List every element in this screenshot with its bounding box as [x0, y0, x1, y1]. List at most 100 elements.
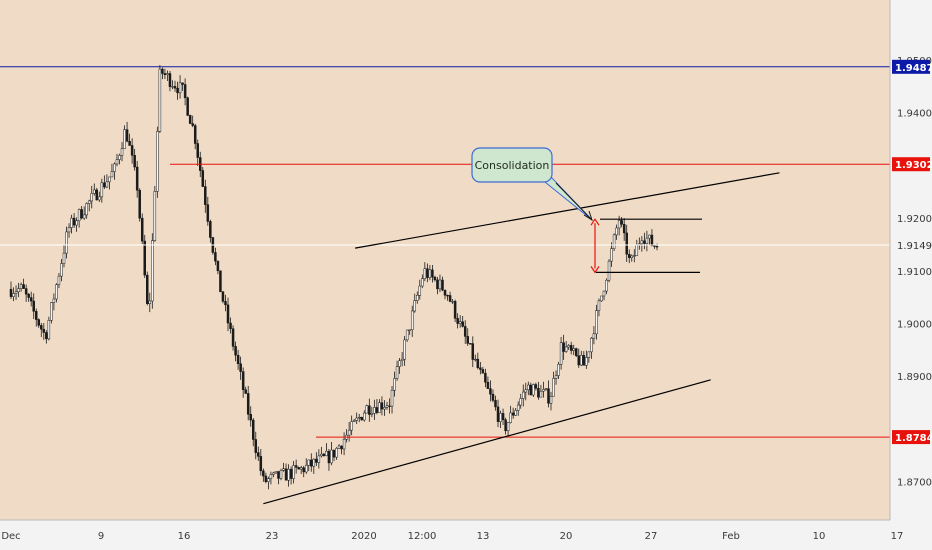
candle-up [317, 455, 321, 463]
candle-up [421, 278, 424, 287]
time-axis[interactable] [0, 520, 890, 550]
candle-up [178, 82, 182, 94]
candle-down [173, 86, 177, 89]
annotation: Consolidation [471, 147, 593, 222]
trend-line [263, 379, 711, 505]
candle-up [67, 227, 71, 233]
candle-down [138, 189, 141, 219]
candle-up [123, 129, 126, 149]
candle-up [567, 345, 570, 348]
candle-up [428, 269, 432, 278]
candle-down [193, 125, 197, 144]
candle-down [380, 402, 384, 410]
candle-down [29, 297, 33, 302]
x-tick-label: 9 [98, 531, 104, 542]
candle-up [554, 375, 558, 379]
candle-down [130, 145, 134, 156]
candle-down [9, 288, 13, 297]
candle-up [499, 413, 502, 422]
candle-up [274, 471, 278, 474]
callout-text: Consolidation [475, 159, 550, 172]
candle-up [519, 398, 522, 406]
candle-down [214, 252, 217, 262]
candle-up [70, 217, 73, 228]
candle-down [340, 445, 343, 450]
candle-up [47, 320, 51, 340]
candle-down [161, 68, 164, 74]
candle-down [627, 253, 631, 258]
candle-down [476, 358, 480, 369]
candle-down [181, 82, 184, 85]
candle-up [395, 366, 399, 379]
candle-up [171, 86, 174, 88]
candle-down [32, 300, 35, 312]
candle-down [183, 84, 187, 99]
candle-up [413, 300, 416, 312]
candle-down [251, 419, 255, 440]
candle-down [257, 452, 260, 457]
candle-down [484, 372, 487, 383]
candle-up [113, 163, 116, 172]
candle-up [522, 391, 525, 399]
candle-down [547, 388, 550, 404]
candle-up [612, 234, 616, 249]
candle-down [289, 468, 293, 479]
candle-down [643, 240, 646, 244]
candle-up [304, 464, 308, 473]
candle-up [100, 182, 104, 198]
candle-down [163, 73, 167, 75]
range-arrow-head-down [590, 266, 600, 274]
candle-up [269, 474, 273, 479]
candle-down [625, 232, 628, 255]
candle-down [315, 458, 318, 463]
candle-up [90, 193, 93, 202]
candle-down [135, 166, 139, 191]
candle-up [423, 268, 427, 279]
candle-down [577, 355, 581, 366]
candle-up [151, 240, 154, 302]
candle-down [95, 189, 99, 201]
candle-down [569, 345, 573, 351]
candle-up [458, 321, 462, 324]
candle-down [254, 439, 258, 453]
candle-down [537, 388, 540, 398]
candle-up [108, 176, 111, 183]
candle-down [360, 416, 364, 421]
candle-down [461, 321, 464, 327]
candle-down [310, 459, 313, 467]
candle-down [277, 471, 280, 479]
candle-up [325, 450, 328, 456]
candle-up [416, 295, 419, 301]
range-arrow-head-up [590, 218, 600, 226]
candle-up [648, 234, 651, 239]
candle-down [481, 369, 485, 374]
candle-down [511, 412, 515, 416]
candle-up [640, 240, 644, 245]
candle-up [272, 472, 275, 475]
candle-up [607, 260, 611, 281]
x-tick-label: 16 [178, 531, 191, 542]
current-price-label: 1.91490 [897, 241, 932, 252]
candle-up [75, 220, 78, 226]
candle-up [633, 255, 636, 257]
candle-down [463, 326, 467, 337]
candle-down [562, 342, 565, 352]
candle-up [320, 453, 323, 457]
candle-up [365, 405, 369, 414]
candle-up [307, 459, 311, 466]
candle-up [585, 357, 588, 366]
price-axis[interactable] [890, 0, 932, 550]
candle-up [50, 302, 53, 321]
candle-up [383, 407, 386, 410]
candle-down [234, 346, 237, 356]
candle-down [529, 384, 533, 396]
price-tag-label: 1.87844 [895, 433, 932, 444]
candle-up [408, 329, 411, 331]
candle-down [433, 276, 437, 281]
candle-up [552, 378, 555, 397]
price-tag-label: 1.93023 [895, 160, 932, 171]
candle-up [166, 73, 169, 75]
candle-down [125, 129, 129, 142]
candle-up [378, 402, 381, 413]
